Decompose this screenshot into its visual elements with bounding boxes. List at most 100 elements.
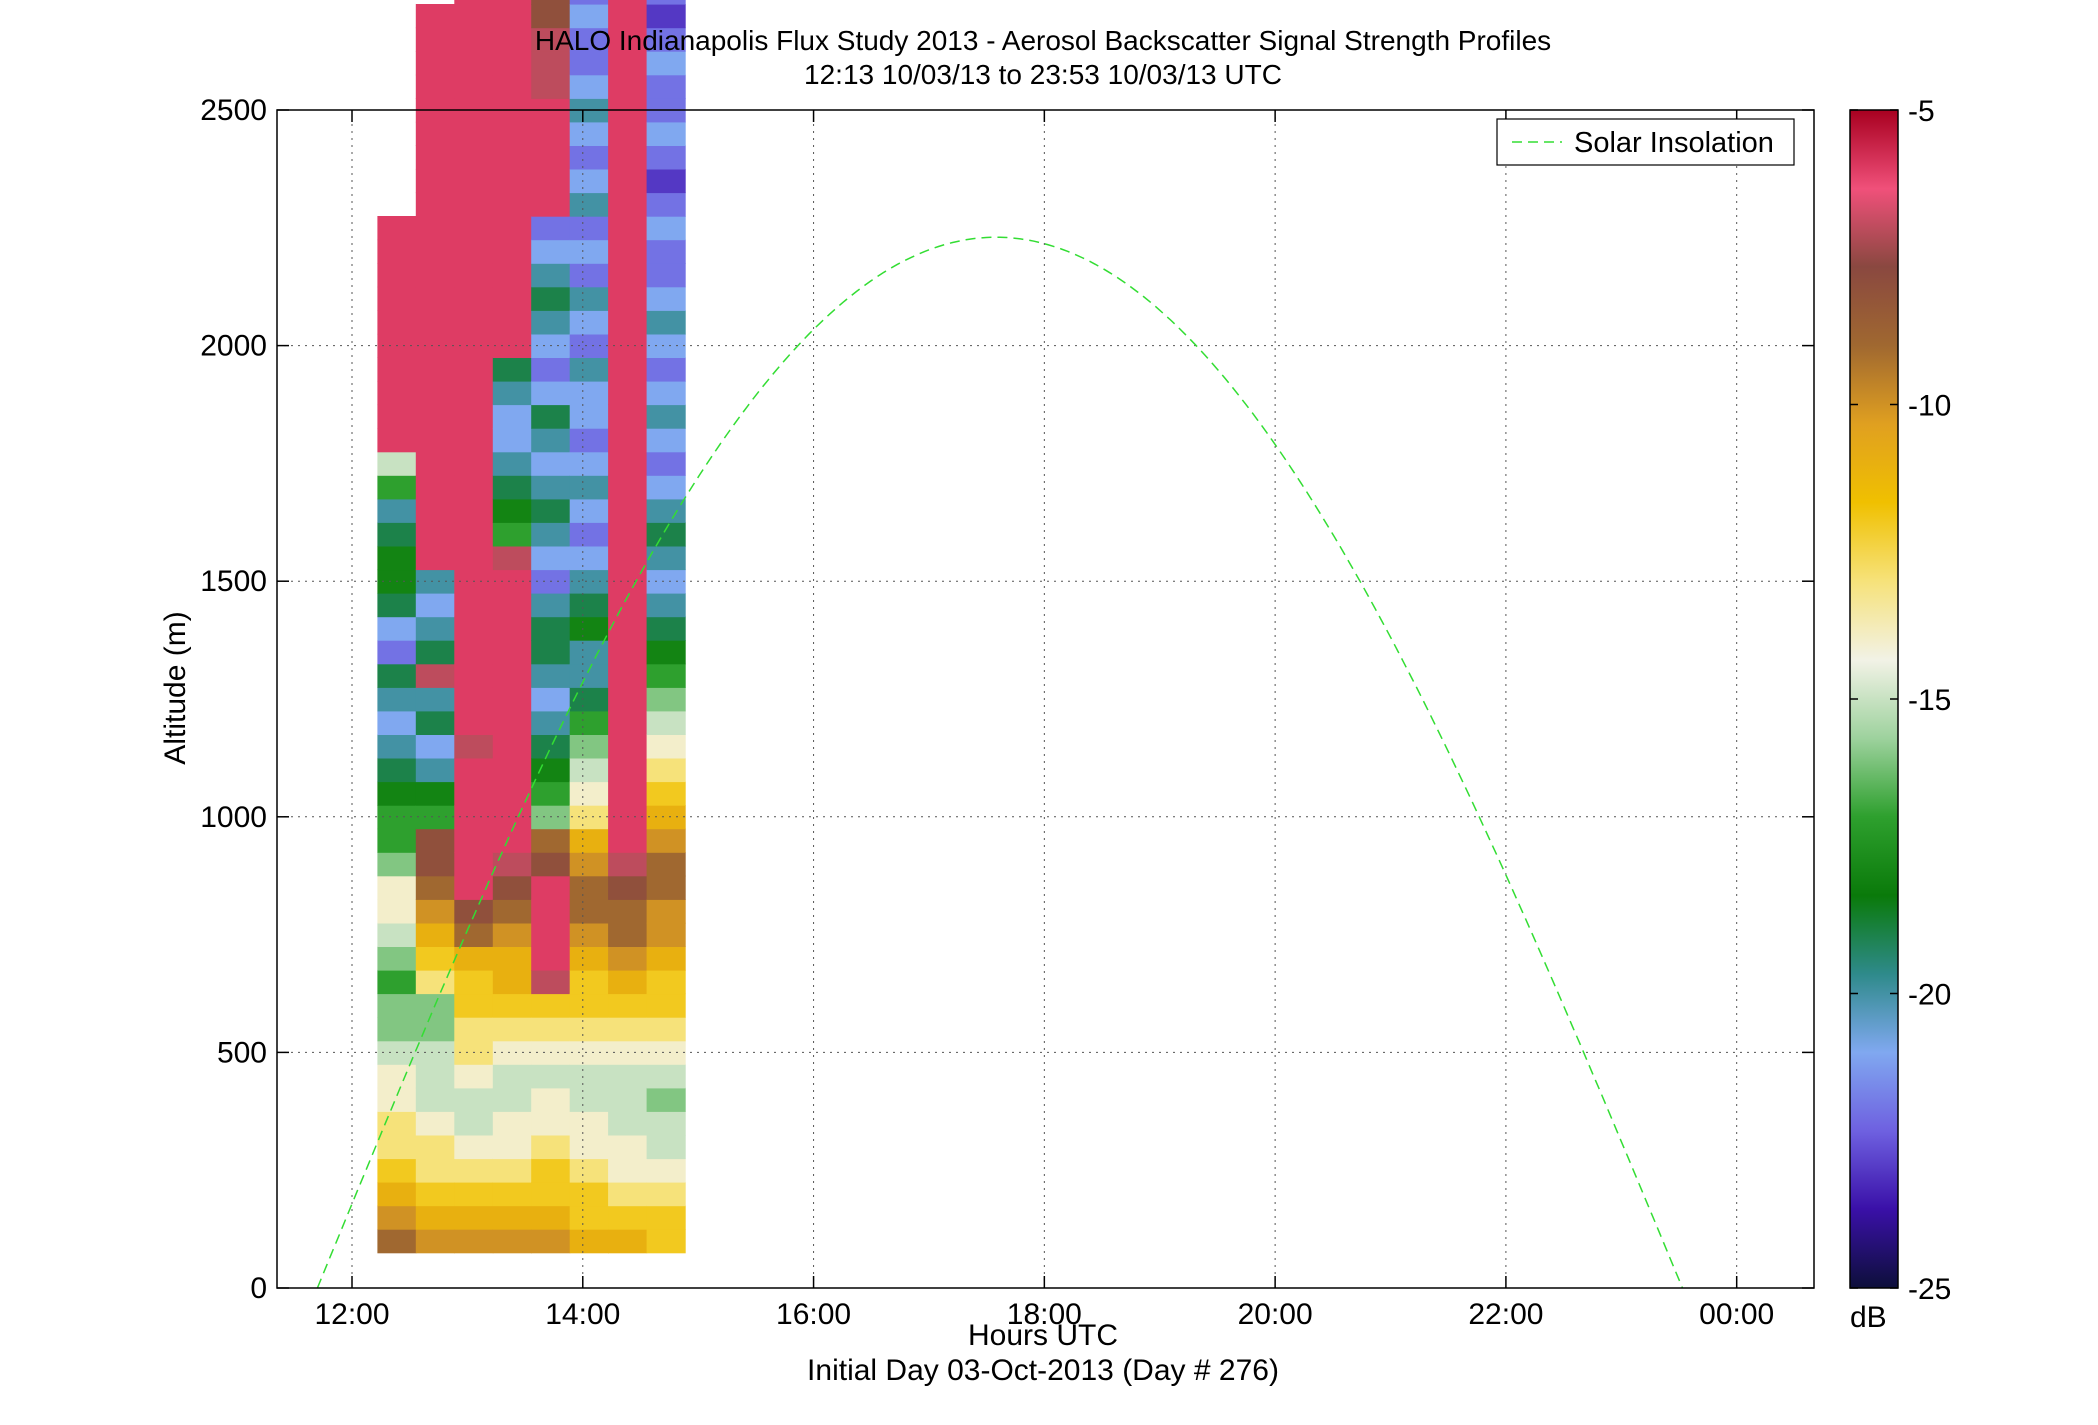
heatmap-cell: [646, 1064, 686, 1089]
heatmap-cell: [454, 357, 494, 382]
heatmap-cell: [531, 899, 571, 924]
heatmap-cell: [377, 922, 417, 947]
x-tick-label: 14:00: [545, 1298, 620, 1331]
heatmap-cell: [531, 0, 571, 5]
heatmap-cell: [569, 852, 609, 877]
heatmap-cell: [646, 1087, 686, 1112]
heatmap-cell: [415, 828, 455, 853]
heatmap-cell: [492, 781, 532, 806]
heatmap-cell: [569, 263, 609, 288]
x-tick-label: 20:00: [1238, 1298, 1313, 1331]
heatmap-cell: [608, 263, 648, 288]
heatmap-cell: [415, 922, 455, 947]
heatmap-cell: [569, 357, 609, 382]
heatmap-cell: [608, 239, 648, 264]
heatmap-cell: [608, 0, 648, 5]
heatmap-cell: [531, 640, 571, 665]
heatmap-cell: [608, 428, 648, 453]
heatmap-cell: [492, 0, 532, 5]
heatmap-cell: [608, 734, 648, 759]
heatmap-cell: [646, 428, 686, 453]
heatmap-cell: [415, 333, 455, 358]
heatmap-cell: [415, 593, 455, 618]
y-tick-label: 2000: [200, 330, 267, 363]
heatmap-cell: [415, 1205, 455, 1230]
heatmap-cell: [492, 899, 532, 924]
heatmap-cell: [608, 145, 648, 170]
x-tick-label: 16:00: [776, 1298, 851, 1331]
heatmap-cell: [569, 51, 609, 76]
heatmap-cell: [569, 946, 609, 971]
heatmap-cell: [454, 380, 494, 406]
heatmap-cell: [454, 4, 494, 29]
heatmap-cell: [377, 875, 417, 900]
heatmap-cell: [608, 899, 648, 924]
heatmap-cell: [646, 1205, 686, 1230]
heatmap-cell: [608, 216, 648, 241]
heatmap-cell: [569, 380, 609, 406]
heatmap-cell: [646, 310, 686, 335]
heatmap-cell: [531, 239, 571, 264]
heatmap-cell: [415, 310, 455, 335]
y-axis: 0 500 1000 1500 2000 2500: [200, 94, 1814, 1305]
heatmap-cell: [415, 475, 455, 500]
heatmap-cell: [569, 1087, 609, 1112]
heatmap-cell: [608, 522, 648, 547]
heatmap-cell: [608, 498, 648, 523]
heatmap-cell: [531, 687, 571, 712]
heatmap-cell: [415, 216, 455, 241]
heatmap-cell: [569, 1182, 609, 1207]
heatmap-cell: [646, 828, 686, 853]
heatmap-cell: [377, 404, 417, 429]
heatmap-cell: [454, 640, 494, 665]
heatmap-cell: [377, 1017, 417, 1042]
heatmap-cell: [646, 27, 686, 52]
heatmap-cell: [569, 828, 609, 853]
heatmap-cell: [531, 781, 571, 806]
heatmap-cell: [454, 734, 494, 759]
heatmap-cell: [454, 1229, 494, 1254]
heatmap-cell: [454, 781, 494, 806]
heatmap-cell: [608, 27, 648, 52]
heatmap-cell: [531, 428, 571, 453]
heatmap-cell: [608, 1064, 648, 1089]
heatmap-cell: [377, 428, 417, 453]
heatmap-cell: [492, 428, 532, 453]
heatmap-cell: [454, 1205, 494, 1230]
heatmap-cell: [377, 946, 417, 971]
heatmap-cell: [569, 1064, 609, 1089]
heatmap-cell: [531, 545, 571, 571]
colorbar-tick-label: -20: [1908, 979, 1951, 1012]
heatmap-cell: [492, 263, 532, 288]
heatmap-cell: [531, 357, 571, 382]
heatmap-cell: [492, 922, 532, 947]
legend-label-solar: Solar Insolation: [1574, 127, 1774, 159]
heatmap-cell: [608, 4, 648, 29]
heatmap-cell: [492, 1229, 532, 1254]
heatmap-cell: [492, 1111, 532, 1136]
heatmap-cell: [415, 121, 455, 146]
heatmap-cell: [531, 710, 571, 735]
heatmap-cell: [492, 1158, 532, 1183]
heatmap-cell: [569, 1158, 609, 1183]
heatmap-cell: [454, 899, 494, 924]
heatmap-cell: [608, 875, 648, 900]
heatmap-cell: [608, 781, 648, 806]
heatmap-cell: [377, 1158, 417, 1183]
heatmap-cell: [608, 922, 648, 947]
heatmap-cell: [377, 239, 417, 264]
heatmap-cell: [492, 239, 532, 264]
heatmap-cell: [608, 310, 648, 335]
x-axis-label: Hours UTC: [968, 1319, 1118, 1352]
heatmap-cell: [454, 475, 494, 500]
heatmap-cell: [415, 27, 455, 52]
heatmap-cell: [492, 710, 532, 735]
heatmap-cell: [531, 993, 571, 1018]
heatmap-cell: [531, 404, 571, 429]
heatmap-cell: [415, 168, 455, 194]
heatmap-cell: [492, 216, 532, 241]
heatmap-cell: [646, 734, 686, 759]
heatmap-cell: [531, 74, 571, 99]
heatmap-cell: [569, 428, 609, 453]
